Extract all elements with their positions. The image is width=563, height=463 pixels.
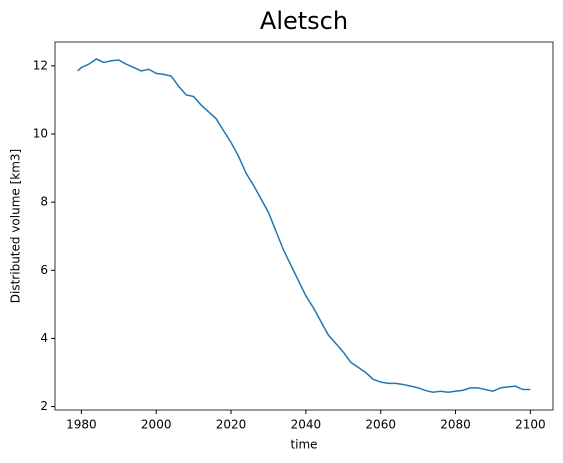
y-tick-label: 6 [40, 263, 48, 277]
y-tick-label: 8 [40, 195, 48, 209]
y-tick-label: 12 [33, 58, 48, 72]
x-tick-label: 2100 [515, 418, 546, 432]
x-tick-label: 2000 [141, 418, 172, 432]
x-axis-label: time [290, 438, 317, 452]
x-tick-label: 2060 [365, 418, 396, 432]
x-tick-label: 1980 [66, 418, 97, 432]
y-tick-label: 10 [33, 127, 48, 141]
x-tick-label: 2080 [440, 418, 471, 432]
y-tick-label: 4 [40, 331, 48, 345]
chart-title: Aletsch [260, 7, 348, 35]
x-tick-label: 2020 [216, 418, 247, 432]
y-tick-label: 2 [40, 399, 48, 413]
line [77, 58, 531, 394]
x-tick-label: 2040 [291, 418, 322, 432]
y-axis-label: Distributed volume [km3] [9, 149, 23, 303]
plot-frame [54, 41, 554, 411]
